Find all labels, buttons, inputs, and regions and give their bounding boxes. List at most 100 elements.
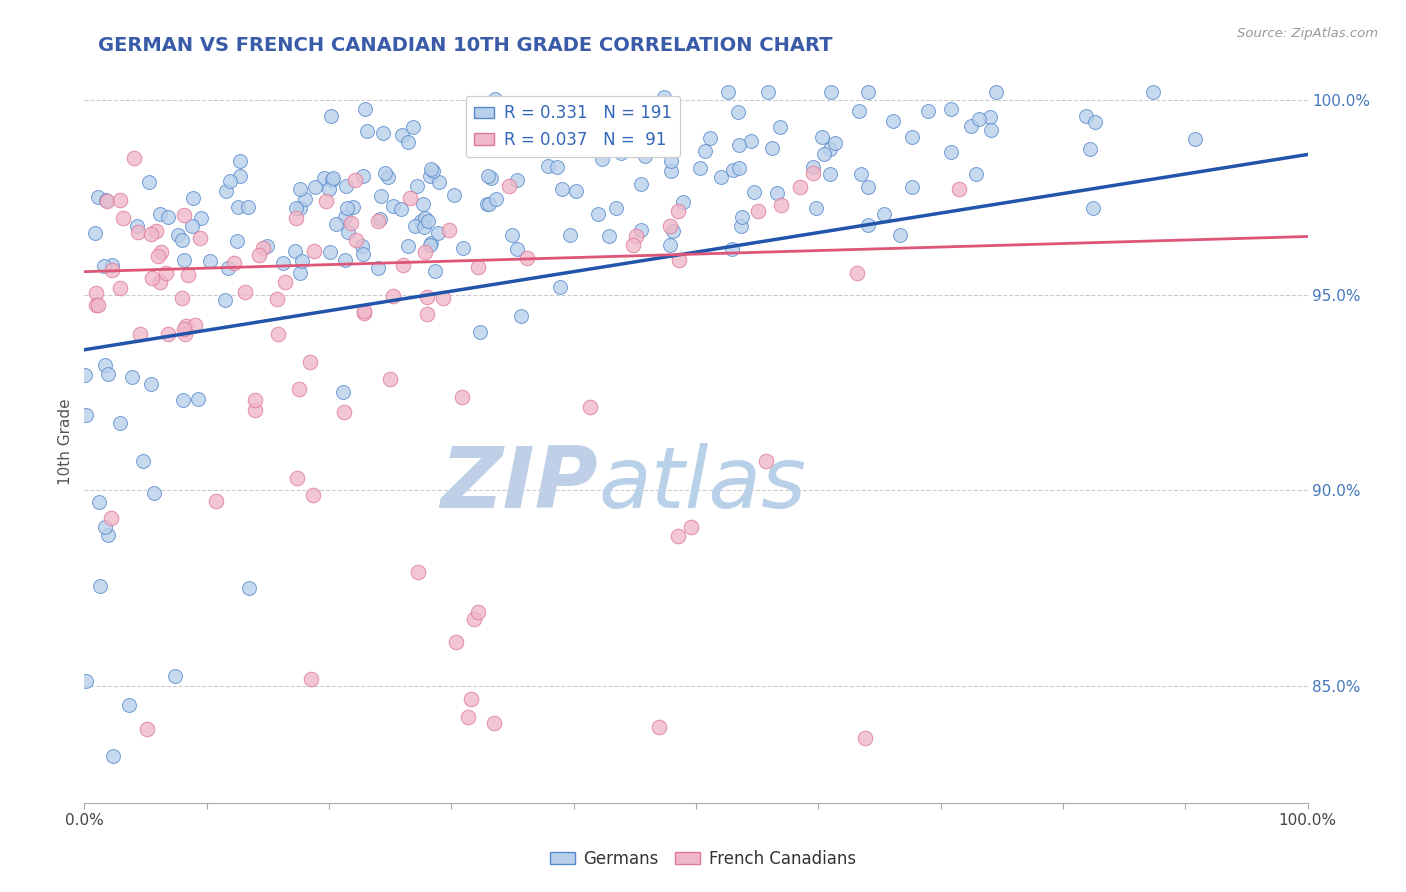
Point	[252, 241, 274, 255]
Point	[101, 749, 124, 764]
Point	[634, 149, 657, 163]
Point	[1084, 115, 1107, 129]
Point	[335, 210, 357, 224]
Point	[391, 128, 413, 143]
Point	[740, 134, 762, 148]
Point	[108, 194, 131, 208]
Point	[73, 368, 96, 383]
Point	[901, 129, 924, 144]
Point	[392, 258, 415, 272]
Point	[803, 160, 825, 174]
Point	[818, 167, 841, 181]
Point	[368, 212, 391, 227]
Point	[149, 275, 172, 289]
Point	[578, 401, 600, 415]
Point	[299, 355, 322, 369]
Point	[524, 138, 547, 153]
Point	[145, 224, 167, 238]
Point	[427, 175, 450, 189]
Point	[967, 112, 990, 126]
Point	[294, 192, 316, 206]
Point	[558, 227, 581, 242]
Point	[948, 182, 970, 196]
Point	[699, 131, 721, 145]
Point	[75, 674, 97, 689]
Point	[174, 319, 197, 334]
Point	[367, 260, 389, 275]
Point	[710, 169, 733, 184]
Point	[679, 519, 702, 533]
Point	[695, 145, 717, 159]
Point	[598, 228, 620, 243]
Point	[856, 219, 879, 233]
Point	[419, 169, 441, 183]
Point	[477, 169, 499, 184]
Point	[761, 141, 783, 155]
Point	[121, 369, 143, 384]
Point	[451, 241, 474, 255]
Point	[468, 326, 491, 340]
Point	[84, 298, 107, 312]
Point	[344, 173, 367, 187]
Point	[396, 136, 419, 150]
Point	[467, 605, 489, 619]
Point	[318, 182, 340, 196]
Text: Source: ZipAtlas.com: Source: ZipAtlas.com	[1237, 27, 1378, 40]
Point	[229, 169, 252, 183]
Point	[156, 210, 179, 224]
Point	[374, 166, 396, 180]
Point	[478, 142, 501, 156]
Point	[288, 202, 311, 216]
Point	[285, 201, 308, 215]
Point	[371, 126, 394, 140]
Point	[413, 211, 436, 225]
Point	[256, 238, 278, 252]
Point	[149, 245, 172, 260]
Point	[97, 528, 120, 542]
Point	[406, 565, 429, 579]
Point	[353, 303, 375, 318]
Point	[333, 253, 356, 268]
Point	[986, 85, 1008, 99]
Point	[666, 529, 689, 543]
Point	[419, 238, 441, 252]
Point	[537, 159, 560, 173]
Point	[882, 113, 904, 128]
Point	[172, 291, 194, 305]
Point	[420, 236, 443, 251]
Point	[108, 417, 131, 431]
Point	[979, 110, 1001, 124]
Point	[621, 238, 644, 252]
Point	[806, 201, 828, 215]
Point	[75, 408, 97, 422]
Point	[156, 327, 179, 342]
Point	[420, 161, 443, 176]
Point	[288, 382, 311, 396]
Point	[443, 188, 465, 202]
Point	[412, 197, 434, 211]
Point	[350, 239, 373, 253]
Point	[222, 256, 245, 270]
Point	[139, 377, 162, 392]
Point	[94, 358, 117, 372]
Point	[659, 237, 682, 252]
Point	[344, 233, 367, 247]
Point	[747, 203, 769, 218]
Point	[446, 634, 468, 648]
Point	[332, 384, 354, 399]
Point	[467, 260, 489, 275]
Point	[226, 200, 249, 214]
Point	[382, 289, 405, 303]
Point	[141, 271, 163, 285]
Point	[460, 692, 482, 706]
Point	[93, 259, 115, 273]
Point	[405, 179, 427, 194]
Point	[813, 147, 835, 161]
Point	[965, 167, 987, 181]
Point	[290, 253, 312, 268]
Point	[578, 135, 600, 149]
Point	[108, 281, 131, 295]
Point	[146, 250, 169, 264]
Point	[548, 280, 571, 294]
Point	[1142, 85, 1164, 99]
